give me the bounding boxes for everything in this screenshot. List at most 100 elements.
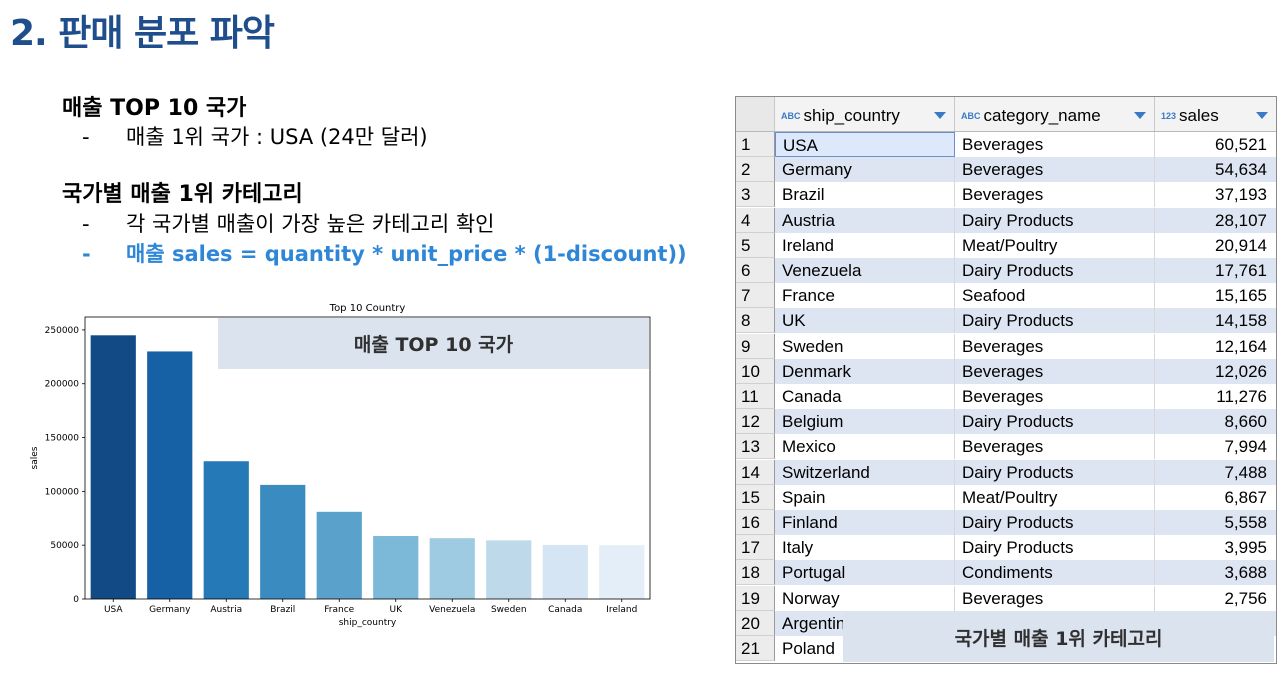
table-row[interactable]: 19 Norway Beverages 2,756 <box>736 585 1276 611</box>
table-overlay-label: 국가별 매출 1위 카테고리 <box>843 612 1274 662</box>
formula-bullet: - 매출 sales = quantity * unit_price * (1-d… <box>82 238 687 268</box>
table-row[interactable]: 5 Ireland Meat/Poultry 20,914 <box>736 232 1276 258</box>
sort-arrow-icon[interactable] <box>1256 112 1268 119</box>
row-number: 9 <box>736 333 775 359</box>
cell-sales[interactable]: 12,164 <box>1215 336 1267 356</box>
table-row[interactable]: 4 Austria Dairy Products 28,107 <box>736 207 1276 233</box>
table-row[interactable]: 10 Denmark Beverages 12,026 <box>736 358 1276 384</box>
cell-ship-country[interactable]: Switzerland <box>775 459 955 485</box>
bar-austria <box>203 461 249 599</box>
table-row[interactable]: 6 Venezuela Dairy Products 17,761 <box>736 258 1276 283</box>
table-row[interactable]: 3 Brazil Beverages 37,193 <box>736 182 1276 208</box>
cell-category-name[interactable]: Beverages <box>955 157 1155 183</box>
cell-ship-country[interactable]: Canada <box>775 384 955 409</box>
column-header-ship-country[interactable]: ABC ship_country <box>775 97 955 131</box>
cell-ship-country[interactable]: UK <box>775 308 955 334</box>
table-row[interactable]: 12 Belgium Dairy Products 8,660 <box>736 409 1276 435</box>
cell-category-name[interactable]: Dairy Products <box>955 510 1155 535</box>
cell-category-name[interactable]: Beverages <box>955 333 1155 359</box>
table-row[interactable]: 7 France Seafood 15,165 <box>736 283 1276 309</box>
cell-category-name[interactable]: Beverages <box>955 358 1155 384</box>
cell-sales[interactable]: 14,158 <box>1155 308 1276 334</box>
cell-category-name[interactable]: Dairy Products <box>955 409 1155 435</box>
cell-ship-country[interactable]: Germany <box>775 157 955 183</box>
x-tick-label: Germany <box>149 605 191 615</box>
table-row[interactable]: 14 Switzerland Dairy Products 7,488 <box>736 459 1276 485</box>
cell-category-name[interactable]: Dairy Products <box>955 258 1155 283</box>
x-tick-label: France <box>324 605 354 615</box>
cell-category-name[interactable]: Dairy Products <box>955 535 1155 561</box>
cell-sales[interactable]: 54,634 <box>1155 157 1276 183</box>
cell-ship-country[interactable]: Mexico <box>775 434 955 460</box>
cell-sales[interactable]: 8,660 <box>1155 409 1276 435</box>
section2-bullet-text: 각 국가별 매출이 가장 높은 카테고리 확인 <box>126 212 495 236</box>
cell-sales[interactable]: 11,276 <box>1216 387 1267 406</box>
cell-ship-country[interactable]: Portugal <box>775 560 955 586</box>
cell-ship-country[interactable]: Venezuela <box>775 258 955 283</box>
cell-sales[interactable]: 3,995 <box>1224 538 1267 558</box>
table-row[interactable]: 15 Spain Meat/Poultry 6,867 <box>736 484 1276 510</box>
table-row[interactable]: 9 Sweden Beverages 12,164 <box>736 333 1276 359</box>
column-header-label: sales <box>1179 106 1219 125</box>
cell-sales[interactable]: 20,914 <box>1215 235 1267 255</box>
cell-ship-country[interactable]: Denmark <box>775 358 955 384</box>
cell-sales[interactable]: 12,026 <box>1155 358 1276 384</box>
cell-category-name[interactable]: Beverages <box>955 434 1155 460</box>
row-number: 1 <box>736 132 775 157</box>
cell-sales[interactable]: 15,165 <box>1215 286 1267 306</box>
cell-sales[interactable]: 6,867 <box>1224 487 1267 507</box>
cell-ship-country[interactable]: USA <box>775 132 955 157</box>
cell-sales[interactable]: 7,994 <box>1224 437 1267 457</box>
cell-sales[interactable]: 28,107 <box>1155 207 1276 233</box>
cell-ship-country[interactable]: Sweden <box>775 333 955 359</box>
table-row[interactable]: 11 Canada Beverages 11,276 <box>736 384 1276 409</box>
cell-ship-country[interactable]: France <box>775 283 955 309</box>
table-row[interactable]: 1 USA Beverages 60,521 <box>736 132 1276 157</box>
cell-category-name[interactable]: Dairy Products <box>955 459 1155 485</box>
y-axis-label: sales <box>30 446 40 469</box>
cell-ship-country[interactable]: Italy <box>775 535 955 561</box>
cell-sales[interactable]: 7,488 <box>1155 459 1276 485</box>
cell-category-name[interactable]: Dairy Products <box>955 308 1155 334</box>
cell-category-name[interactable]: Condiments <box>955 560 1155 586</box>
cell-category-name[interactable]: Beverages <box>955 132 1155 157</box>
column-header-category-name[interactable]: ABC category_name <box>955 97 1155 131</box>
cell-ship-country[interactable]: Belgium <box>775 409 955 435</box>
cell-category-name[interactable]: Beverages <box>955 384 1155 409</box>
row-number: 6 <box>736 258 775 283</box>
cell-sales[interactable]: 60,521 <box>1215 135 1267 154</box>
y-tick-label: 100000 <box>45 487 80 497</box>
cell-sales[interactable]: 37,193 <box>1215 185 1267 205</box>
cell-ship-country[interactable]: Spain <box>775 484 955 510</box>
table-row[interactable]: 16 Finland Dairy Products 5,558 <box>736 510 1276 535</box>
sort-arrow-icon[interactable] <box>934 112 946 119</box>
cell-sales[interactable]: 3,688 <box>1155 560 1276 586</box>
cell-ship-country[interactable]: Ireland <box>775 232 955 258</box>
cell-category-name[interactable]: Beverages <box>955 585 1155 611</box>
column-header-sales[interactable]: 123 sales <box>1155 97 1276 131</box>
table-row[interactable]: 8 UK Dairy Products 14,158 <box>736 308 1276 334</box>
row-number: 5 <box>736 232 775 258</box>
top10-bar-chart: USA Germany Austria Brazil France UK Venezuela… <box>30 303 651 628</box>
cell-category-name[interactable]: Seafood <box>955 283 1155 309</box>
cell-ship-country[interactable]: Brazil <box>775 182 955 208</box>
table-row[interactable]: 13 Mexico Beverages 7,994 <box>736 434 1276 460</box>
cell-category-name[interactable]: Meat/Poultry <box>955 232 1155 258</box>
table-row[interactable]: 18 Portugal Condiments 3,688 <box>736 560 1276 586</box>
sort-arrow-icon[interactable] <box>1134 112 1146 119</box>
table-row[interactable]: 2 Germany Beverages 54,634 <box>736 157 1276 183</box>
bullet-dash: - <box>82 212 90 236</box>
cell-ship-country[interactable]: Austria <box>775 207 955 233</box>
bar-brazil <box>260 484 306 599</box>
cell-category-name[interactable]: Meat/Poultry <box>955 484 1155 510</box>
table-row[interactable]: 21 Poland <box>736 636 1276 661</box>
cell-category-name[interactable]: Dairy Products <box>955 207 1155 233</box>
bar-germany <box>147 351 193 599</box>
cell-category-name[interactable]: Beverages <box>955 182 1155 208</box>
cell-sales[interactable]: 2,756 <box>1224 588 1267 608</box>
cell-ship-country[interactable]: Norway <box>775 585 955 611</box>
cell-sales[interactable]: 5,558 <box>1155 510 1276 535</box>
cell-sales[interactable]: 17,761 <box>1155 258 1276 283</box>
table-row[interactable]: 17 Italy Dairy Products 3,995 <box>736 535 1276 561</box>
cell-ship-country[interactable]: Finland <box>775 510 955 535</box>
